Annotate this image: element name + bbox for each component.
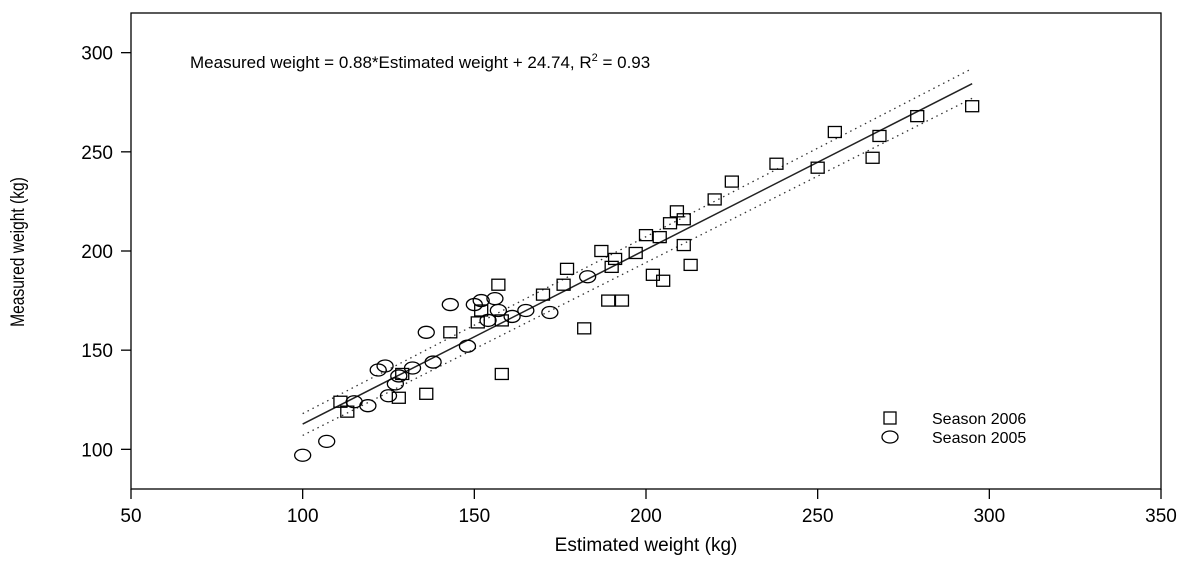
square-point xyxy=(419,387,434,400)
circle-point xyxy=(359,399,377,413)
square-point xyxy=(577,322,592,335)
y-tick-label: 250 xyxy=(81,143,113,164)
square-point xyxy=(604,260,619,274)
y-tick-label: 150 xyxy=(81,341,113,362)
square-point xyxy=(652,230,667,244)
circle-point xyxy=(541,305,559,320)
square-point xyxy=(607,252,623,266)
circle-point xyxy=(390,369,408,383)
x-axis: 50 100 150 200 250 300 350 xyxy=(120,489,1177,527)
circle-point xyxy=(386,377,405,391)
x-tick-label: 50 xyxy=(120,506,141,527)
x-tick-label: 350 xyxy=(1145,506,1177,527)
square-point xyxy=(491,278,506,291)
circle-point xyxy=(403,361,422,375)
x-tick-label: 250 xyxy=(802,506,834,527)
x-axis-label: Estimated weight (kg) xyxy=(555,535,738,556)
circle-point xyxy=(379,389,398,403)
y-tick-label: 300 xyxy=(81,44,113,65)
confidence-band xyxy=(302,67,973,437)
y-axis-label: Measured weight (kg) xyxy=(7,177,29,327)
square-point xyxy=(656,274,671,287)
square-point xyxy=(910,109,925,123)
square-point xyxy=(535,288,551,301)
square-point xyxy=(340,405,355,418)
circle-point xyxy=(517,303,535,318)
x-tick-label: 150 xyxy=(458,506,490,527)
regression-annotation: Measured weight = 0.88*Estimated weight … xyxy=(190,52,650,72)
confidence-upper-line xyxy=(302,67,973,415)
circle-point xyxy=(489,303,508,318)
legend-marker-season-2005 xyxy=(881,430,899,444)
square-point xyxy=(676,213,691,226)
square-point xyxy=(443,326,458,339)
circle-point xyxy=(376,359,394,373)
circle-point xyxy=(479,313,497,328)
circle-point xyxy=(503,309,521,324)
square-point xyxy=(810,161,825,174)
circle-point xyxy=(441,297,459,312)
square-point xyxy=(601,294,616,307)
circle-point xyxy=(578,270,597,284)
legend-label-season-2006: Season 2006 xyxy=(932,411,1026,428)
square-point xyxy=(628,246,643,260)
square-point xyxy=(559,262,575,276)
confidence-lower-line xyxy=(302,97,973,437)
series-season-2006 xyxy=(333,100,980,418)
square-point xyxy=(470,316,485,329)
square-point xyxy=(494,367,509,381)
square-point xyxy=(965,100,980,113)
series-season-2005 xyxy=(294,270,597,462)
circle-point xyxy=(472,293,490,308)
legend-label-season-2005: Season 2005 xyxy=(932,430,1026,447)
square-point xyxy=(494,314,509,327)
square-point xyxy=(638,228,654,242)
x-tick-label: 300 xyxy=(973,506,1005,527)
y-tick-label: 200 xyxy=(81,242,113,263)
x-tick-label: 200 xyxy=(630,506,662,527)
data-points xyxy=(294,100,980,462)
y-axis: 100 150 200 250 300 xyxy=(81,44,131,461)
circle-point xyxy=(417,325,435,339)
square-point xyxy=(865,151,880,164)
square-point xyxy=(827,125,842,139)
square-point xyxy=(391,391,406,404)
square-point xyxy=(707,193,722,206)
square-point xyxy=(614,294,630,307)
circle-point xyxy=(294,448,312,462)
square-point xyxy=(662,217,678,230)
circle-point xyxy=(318,434,336,449)
square-point xyxy=(683,258,698,272)
legend: Season 2006 Season 2005 xyxy=(881,411,1026,447)
square-point xyxy=(724,175,739,188)
annotation-superscript: 2 xyxy=(592,52,598,64)
square-point xyxy=(769,157,784,170)
x-tick-label: 100 xyxy=(287,506,319,527)
legend-marker-season-2006 xyxy=(883,411,897,425)
square-point xyxy=(872,129,887,143)
square-point xyxy=(676,238,691,252)
square-point xyxy=(594,244,609,258)
circle-point xyxy=(424,355,442,369)
fit-line xyxy=(302,83,973,425)
square-point xyxy=(556,278,571,291)
regression-line xyxy=(302,83,973,425)
circle-point xyxy=(458,339,477,353)
y-tick-label: 100 xyxy=(81,440,113,461)
